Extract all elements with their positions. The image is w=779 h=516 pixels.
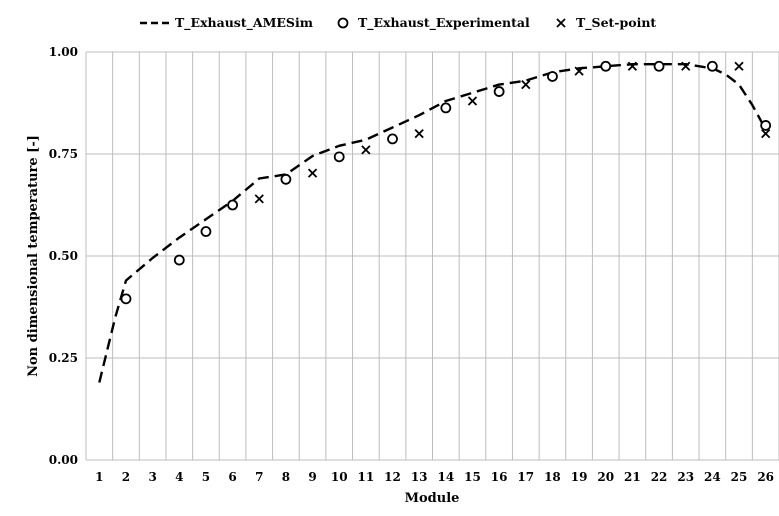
- data-point-circle: [440, 102, 452, 114]
- x-tick-label: 12: [384, 470, 401, 484]
- data-point-x: [521, 80, 531, 90]
- data-point-x: [254, 194, 264, 204]
- legend-swatch-circle: [337, 17, 349, 29]
- legend-label: T_Set-point: [576, 15, 656, 31]
- data-point-circle: [706, 60, 718, 72]
- legend-label: T_Exhaust_Experimental: [358, 15, 530, 31]
- data-point-circle: [173, 254, 185, 266]
- x-tick-label: 1: [95, 470, 103, 484]
- x-tick-label: 7: [255, 470, 263, 484]
- x-tick-label: 6: [228, 470, 236, 484]
- grid: [85, 51, 779, 461]
- legend: T_Exhaust_AMESim T_Exhaust_Experimental T_…: [140, 15, 656, 31]
- data-point-circle: [333, 151, 345, 163]
- data-point-circle: [200, 226, 212, 237]
- x-tick-label: 23: [677, 470, 694, 484]
- x-tick-label: 3: [148, 470, 156, 484]
- x-tick-label: 14: [437, 470, 454, 484]
- y-tick-label: 0.75: [49, 147, 78, 161]
- data-point-x: [627, 61, 638, 71]
- legend-item: T_Exhaust_Experimental: [337, 15, 530, 31]
- data-point-circle: [280, 173, 292, 185]
- data-point-x: [467, 96, 478, 106]
- series-x: [254, 61, 771, 204]
- x-tick-label: 10: [331, 470, 348, 484]
- y-axis-title: Non dimensional temperature [-]: [26, 135, 41, 377]
- data-point-circle: [120, 293, 132, 305]
- data-point-x: [307, 168, 318, 178]
- data-point-x: [681, 61, 691, 71]
- x-tick-label: 8: [282, 470, 290, 484]
- x-tick-label: 13: [411, 470, 428, 484]
- y-tick-labels: 0.00 0.25 0.50 0.75 1.00: [49, 45, 78, 467]
- x-tick-label: 18: [544, 470, 561, 484]
- y-tick-label: 0.25: [49, 351, 78, 365]
- series-layer: [98, 60, 772, 383]
- x-tick-label: 24: [704, 470, 721, 484]
- legend-item: T_Set-point: [556, 15, 656, 31]
- series-dashed-line: [98, 63, 767, 383]
- series-circle: [120, 60, 772, 305]
- x-tick-label: 25: [731, 470, 748, 484]
- x-tick-label: 4: [175, 470, 183, 484]
- x-tick-label: 16: [491, 470, 508, 484]
- data-point-circle: [600, 60, 612, 72]
- x-tick-label: 19: [571, 470, 588, 484]
- series-line: [98, 63, 767, 383]
- x-tick-labels: 1 2 3 4 5 6 7 8 9 10 11 12 13 14 15 16 17 18 19 20 21 22 23 24 2…: [95, 470, 774, 484]
- x-tick-label: 22: [651, 470, 668, 484]
- data-point-x: [414, 128, 424, 139]
- y-tick-label: 0.50: [49, 249, 78, 263]
- data-point-x: [734, 61, 744, 71]
- x-tick-label: 15: [464, 470, 481, 484]
- x-tick-label: 21: [624, 470, 641, 484]
- data-point-circle: [227, 199, 238, 211]
- x-tick-label: 5: [202, 470, 210, 484]
- x-tick-label: 20: [597, 470, 614, 484]
- x-tick-label: 9: [308, 470, 316, 484]
- x-tick-label: 11: [358, 470, 375, 484]
- y-tick-label: 1.00: [49, 45, 78, 59]
- legend-item: T_Exhaust_AMESim: [140, 15, 313, 31]
- x-tick-label: 17: [517, 470, 534, 484]
- data-point-x: [761, 128, 771, 139]
- legend-swatch-x: [556, 18, 566, 28]
- x-axis-title: Module: [405, 491, 460, 506]
- data-point-x: [361, 145, 371, 155]
- data-point-circle: [760, 120, 772, 131]
- x-tick-label: 26: [757, 470, 774, 484]
- y-tick-label: 0.00: [49, 453, 78, 467]
- data-point-circle: [547, 71, 558, 82]
- data-point-circle: [493, 86, 505, 97]
- x-tick-label: 2: [122, 470, 130, 484]
- data-point-circle: [387, 133, 398, 145]
- legend-label: T_Exhaust_AMESim: [175, 15, 313, 31]
- data-point-circle: [653, 60, 665, 72]
- data-point-x: [574, 66, 584, 76]
